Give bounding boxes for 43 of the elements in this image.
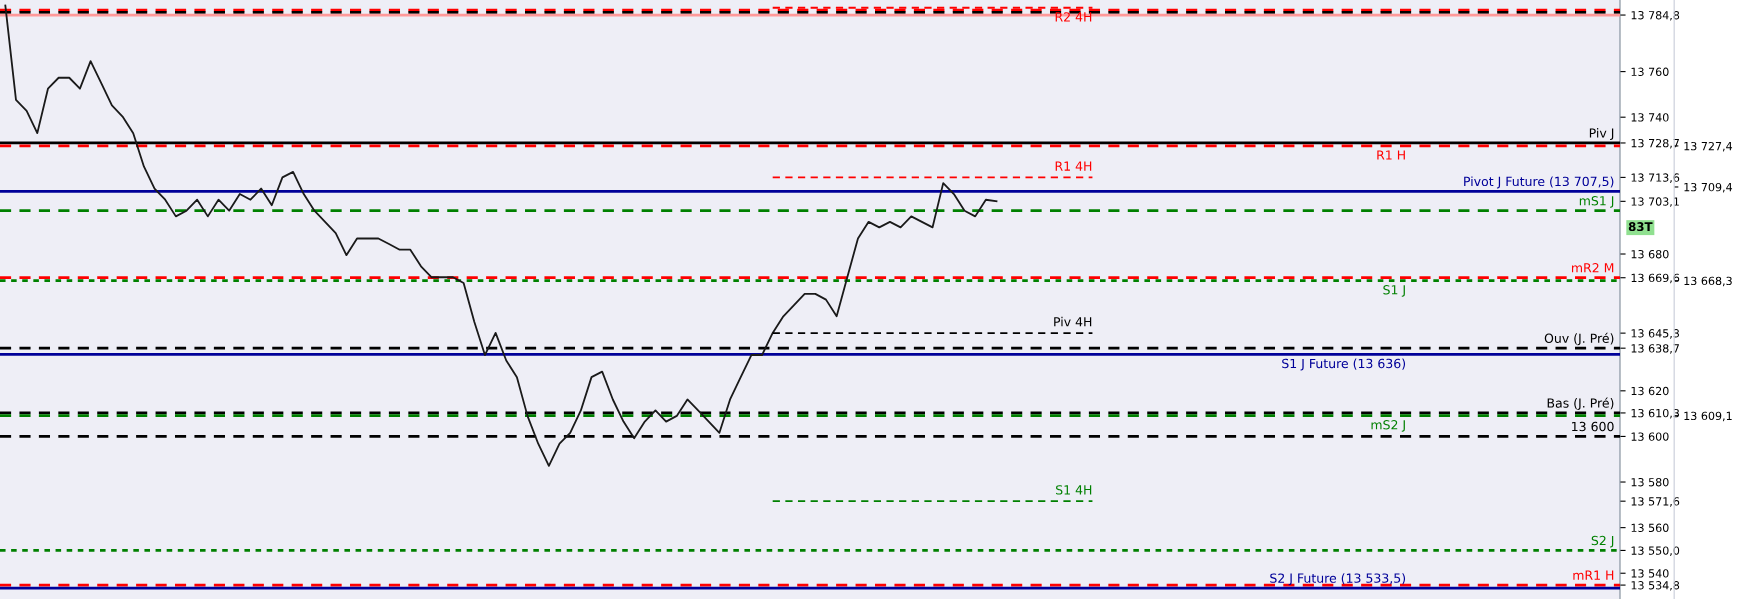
ref-line-label: S1 J: [1383, 285, 1405, 297]
y-tick-label: 13 760: [1631, 67, 1669, 76]
y-tick-label: 13 571,6: [1631, 497, 1680, 507]
y-tick-label: 13 610,3: [1631, 408, 1680, 419]
ref-line-label: R1 H: [1377, 150, 1405, 160]
y2-tick-label: 13 609,1: [1684, 411, 1732, 422]
series-label: Piv 4H: [1054, 316, 1092, 327]
y-tick-label: 13 550,0: [1631, 546, 1680, 556]
y-tick-label: 13 620: [1631, 386, 1669, 396]
series-label: R2 4H: [1055, 12, 1092, 22]
ref-line-label: Pivot J Future (13 707,5): [1464, 176, 1614, 189]
y2-tick-label: 13 709,4: [1684, 182, 1733, 193]
y-tick-label: 13 600: [1631, 432, 1669, 441]
y-tick-label: 13 645,3: [1631, 329, 1680, 339]
ref-line-label: 13 600: [1572, 421, 1614, 432]
series-label: S1 4H: [1056, 485, 1092, 495]
ref-line-label: Piv J: [1589, 128, 1614, 141]
ref-line-label: mS1 J: [1579, 196, 1614, 208]
y-tick-label: 13 784,8: [1631, 11, 1680, 21]
ref-line-label: S2 J: [1591, 535, 1614, 548]
y-tick-label: 13 580: [1631, 478, 1669, 487]
y-tick-label: 13 534,8: [1631, 581, 1680, 591]
line-series: [4, 4, 998, 467]
y-tick-label: 13 713,6: [1631, 173, 1680, 183]
ref-line-label: S1 J Future (13 636): [1282, 358, 1406, 371]
y-tick-label: 13 638,7: [1631, 344, 1679, 354]
y2-tick-label: 13 668,3: [1684, 276, 1732, 287]
ref-line-label: Ouv (J. Pré): [1544, 332, 1614, 346]
y2-tick-label: 13 727,4: [1684, 141, 1733, 152]
ref-line-label: Bas (J. Pré): [1547, 397, 1614, 411]
ref-line-label: S2 J Future (13 533,5): [1270, 573, 1406, 586]
y-tick-label: 13 703,1: [1631, 197, 1679, 207]
ref-line-label: mS2 J: [1371, 420, 1405, 432]
text: 83T: [1628, 222, 1653, 232]
ref-line-label: mR2 M: [1572, 263, 1614, 273]
series-label: R1 4H: [1055, 161, 1092, 171]
y-tick-label: 13 540: [1631, 569, 1669, 578]
y-tick-label: 13 560: [1631, 523, 1669, 533]
ref-line-label: mR1 H: [1573, 570, 1614, 580]
y-tick-label: 13 740: [1631, 113, 1669, 122]
y-tick-label: 13 728,7: [1631, 138, 1679, 149]
y-tick-label: 13 669,6: [1631, 273, 1680, 284]
y-tick-label: 13 680: [1631, 249, 1669, 259]
